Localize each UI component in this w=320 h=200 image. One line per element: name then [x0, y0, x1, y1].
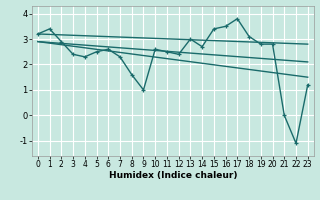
- X-axis label: Humidex (Indice chaleur): Humidex (Indice chaleur): [108, 171, 237, 180]
